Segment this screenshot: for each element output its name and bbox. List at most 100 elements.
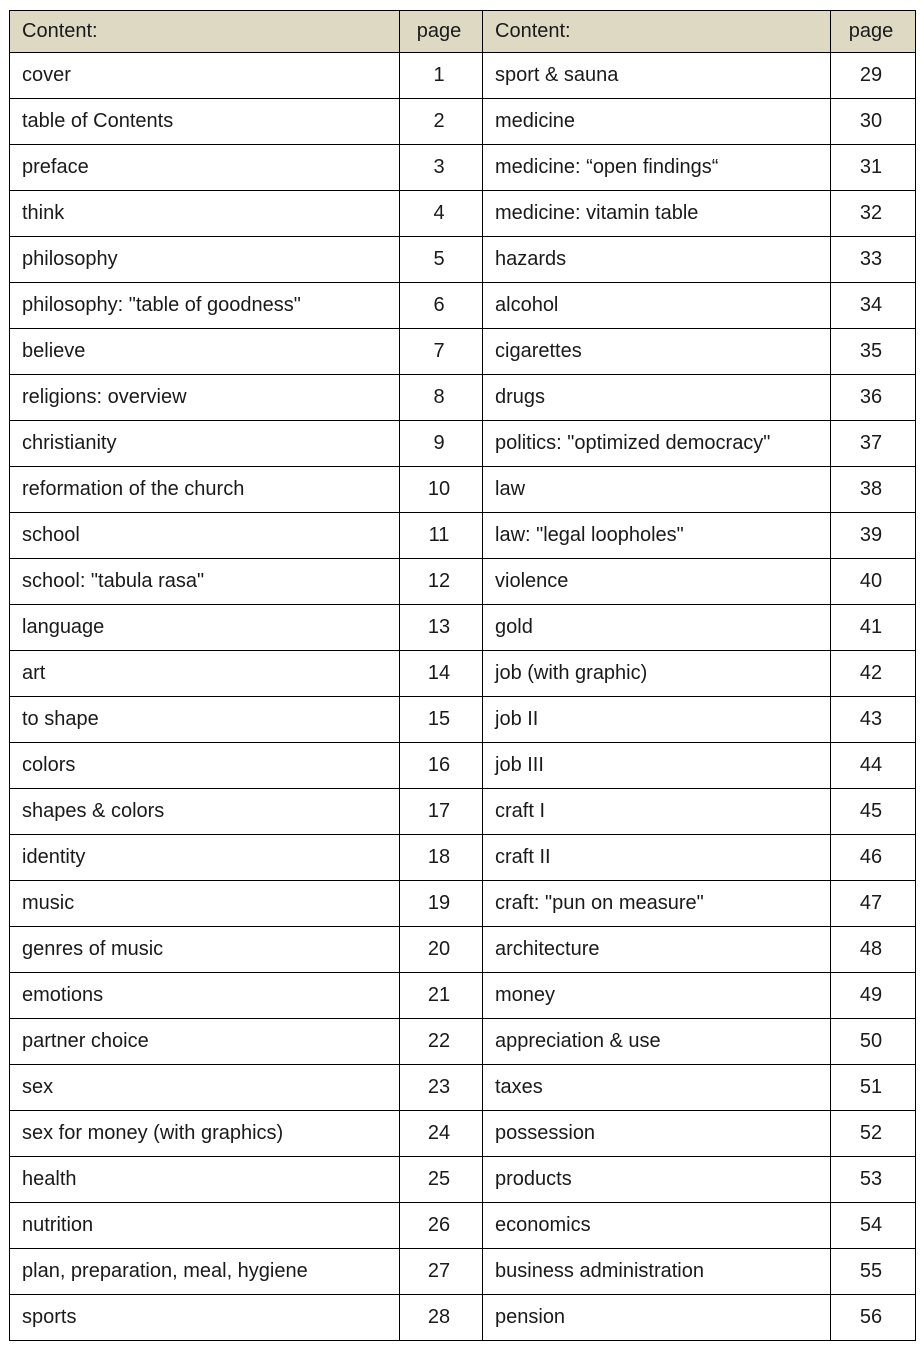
toc-entry-title: school: "tabula rasa" [9, 558, 400, 605]
toc-entry-title: products [482, 1156, 831, 1203]
toc-entry-page: 2 [399, 98, 483, 145]
toc-entry-title: craft II [482, 834, 831, 881]
toc-entry-page: 40 [830, 558, 916, 605]
toc-row: emotions 21 money 49 [9, 972, 916, 1019]
toc-row: sex 23 taxes 51 [9, 1064, 916, 1111]
toc-entry-title: school [9, 512, 400, 559]
toc-entry-page: 7 [399, 328, 483, 375]
content-header-left: Content: [9, 10, 400, 53]
toc-entry-page: 53 [830, 1156, 916, 1203]
page-header-left: page [399, 10, 483, 53]
toc-entry-page: 31 [830, 144, 916, 191]
toc-entry-page: 26 [399, 1202, 483, 1249]
toc-entry-title: medicine: vitamin table [482, 190, 831, 237]
toc-entry-page: 22 [399, 1018, 483, 1065]
toc-entry-title: language [9, 604, 400, 651]
table-of-contents: Content: page Content: page cover 1 sport … [9, 10, 916, 1341]
toc-entry-title: law [482, 466, 831, 513]
toc-entry-page: 55 [830, 1248, 916, 1295]
toc-entry-title: medicine [482, 98, 831, 145]
toc-entry-page: 14 [399, 650, 483, 697]
toc-entry-page: 34 [830, 282, 916, 329]
toc-entry-page: 42 [830, 650, 916, 697]
toc-entry-page: 9 [399, 420, 483, 467]
toc-entry-page: 38 [830, 466, 916, 513]
toc-row: colors 16 job III 44 [9, 742, 916, 789]
toc-entry-page: 48 [830, 926, 916, 973]
toc-entry-title: sex for money (with graphics) [9, 1110, 400, 1157]
toc-entry-page: 15 [399, 696, 483, 743]
toc-entry-page: 56 [830, 1294, 916, 1341]
toc-entry-page: 23 [399, 1064, 483, 1111]
toc-entry-page: 12 [399, 558, 483, 605]
toc-entry-page: 10 [399, 466, 483, 513]
toc-entry-title: possession [482, 1110, 831, 1157]
toc-entry-title: believe [9, 328, 400, 375]
toc-entry-page: 18 [399, 834, 483, 881]
toc-entry-page: 52 [830, 1110, 916, 1157]
toc-entry-title: money [482, 972, 831, 1019]
toc-row: shapes & colors 17 craft I 45 [9, 788, 916, 835]
toc-entry-page: 1 [399, 52, 483, 99]
toc-entry-title: colors [9, 742, 400, 789]
toc-entry-title: philosophy: "table of goodness" [9, 282, 400, 329]
toc-entry-page: 41 [830, 604, 916, 651]
toc-entry-page: 45 [830, 788, 916, 835]
toc-entry-title: shapes & colors [9, 788, 400, 835]
toc-entry-page: 33 [830, 236, 916, 283]
toc-entry-title: music [9, 880, 400, 927]
toc-row: nutrition 26 economics 54 [9, 1202, 916, 1249]
content-header-right: Content: [482, 10, 831, 53]
toc-entry-title: christianity [9, 420, 400, 467]
toc-entry-page: 43 [830, 696, 916, 743]
toc-entry-title: sex [9, 1064, 400, 1111]
toc-row: identity 18 craft II 46 [9, 834, 916, 881]
toc-entry-page: 46 [830, 834, 916, 881]
toc-row: genres of music 20 architecture 48 [9, 926, 916, 973]
toc-entry-title: job (with graphic) [482, 650, 831, 697]
toc-entry-title: hazards [482, 236, 831, 283]
toc-entry-title: religions: overview [9, 374, 400, 421]
toc-entry-page: 3 [399, 144, 483, 191]
toc-entry-title: health [9, 1156, 400, 1203]
toc-row: philosophy: "table of goodness" 6 alcohol 3… [9, 282, 916, 329]
toc-entry-title: preface [9, 144, 400, 191]
toc-entry-title: economics [482, 1202, 831, 1249]
toc-entry-title: philosophy [9, 236, 400, 283]
toc-entry-title: to shape [9, 696, 400, 743]
toc-entry-page: 39 [830, 512, 916, 559]
toc-row: believe 7 cigarettes 35 [9, 328, 916, 375]
toc-entry-page: 25 [399, 1156, 483, 1203]
toc-row: school 11 law: "legal loopholes" 39 [9, 512, 916, 559]
toc-entry-page: 8 [399, 374, 483, 421]
toc-entry-title: think [9, 190, 400, 237]
toc-entry-page: 13 [399, 604, 483, 651]
toc-entry-page: 20 [399, 926, 483, 973]
toc-entry-title: craft: "pun on measure" [482, 880, 831, 927]
toc-entry-title: table of Contents [9, 98, 400, 145]
toc-entry-title: cover [9, 52, 400, 99]
toc-entry-page: 54 [830, 1202, 916, 1249]
toc-row: partner choice 22 appreciation & use 50 [9, 1018, 916, 1065]
toc-entry-title: appreciation & use [482, 1018, 831, 1065]
toc-entry-title: emotions [9, 972, 400, 1019]
toc-entry-title: medicine: “open findings“ [482, 144, 831, 191]
toc-entry-page: 29 [830, 52, 916, 99]
toc-entry-title: violence [482, 558, 831, 605]
toc-entry-page: 36 [830, 374, 916, 421]
toc-entry-page: 49 [830, 972, 916, 1019]
toc-entry-page: 24 [399, 1110, 483, 1157]
toc-entry-page: 19 [399, 880, 483, 927]
toc-entry-title: taxes [482, 1064, 831, 1111]
toc-entry-page: 11 [399, 512, 483, 559]
toc-entry-page: 47 [830, 880, 916, 927]
toc-row: religions: overview 8 drugs 36 [9, 374, 916, 421]
toc-entry-title: sports [9, 1294, 400, 1341]
toc-entry-page: 6 [399, 282, 483, 329]
toc-entry-title: genres of music [9, 926, 400, 973]
toc-entry-title: sport & sauna [482, 52, 831, 99]
toc-entry-title: cigarettes [482, 328, 831, 375]
toc-entry-title: plan, preparation, meal, hygiene [9, 1248, 400, 1295]
toc-row: preface 3 medicine: “open findings“ 31 [9, 144, 916, 191]
